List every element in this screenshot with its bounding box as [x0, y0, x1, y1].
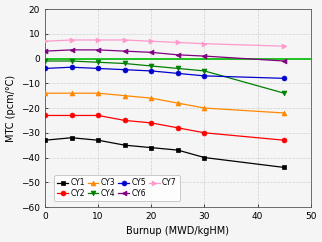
CY2: [123, 119, 127, 122]
CY2: [176, 126, 180, 129]
CY1: [282, 166, 286, 169]
CY4: [70, 60, 73, 62]
CY1: [70, 136, 73, 139]
CY5: [70, 66, 73, 69]
CY1: [176, 149, 180, 151]
Line: CY7: CY7: [43, 38, 287, 49]
CY1: [203, 156, 206, 159]
CY1: [96, 139, 100, 142]
Line: CY1: CY1: [43, 135, 287, 170]
CY4: [149, 65, 153, 68]
Line: CY4: CY4: [43, 59, 287, 96]
CY4: [203, 69, 206, 72]
CY1: [43, 139, 47, 142]
CY4: [123, 62, 127, 65]
CY4: [282, 92, 286, 95]
CY3: [282, 112, 286, 114]
Line: CY2: CY2: [43, 113, 287, 143]
CY7: [149, 40, 153, 43]
Line: CY6: CY6: [43, 47, 287, 63]
CY3: [96, 92, 100, 95]
CY4: [43, 60, 47, 62]
CY4: [96, 61, 100, 64]
CY2: [203, 131, 206, 134]
CY7: [70, 38, 73, 41]
CY7: [176, 41, 180, 44]
CY5: [203, 75, 206, 77]
CY3: [149, 97, 153, 100]
CY1: [123, 144, 127, 147]
CY3: [176, 102, 180, 105]
CY2: [96, 114, 100, 117]
CY4: [176, 67, 180, 70]
CY2: [43, 114, 47, 117]
CY7: [282, 45, 286, 48]
CY3: [70, 92, 73, 95]
CY6: [176, 53, 180, 56]
CY6: [149, 51, 153, 54]
CY6: [282, 60, 286, 62]
CY7: [96, 38, 100, 41]
CY6: [43, 50, 47, 53]
CY7: [203, 42, 206, 45]
CY2: [70, 114, 73, 117]
CY5: [123, 68, 127, 71]
Line: CY5: CY5: [43, 65, 287, 81]
CY3: [43, 92, 47, 95]
CY7: [123, 38, 127, 41]
CY3: [123, 94, 127, 97]
CY2: [282, 139, 286, 142]
CY5: [43, 67, 47, 70]
CY1: [149, 146, 153, 149]
CY5: [96, 67, 100, 70]
CY3: [203, 106, 206, 109]
CY7: [43, 40, 47, 43]
Legend: CY1, CY2, CY3, CY4, CY5, CY6, CY7: CY1, CY2, CY3, CY4, CY5, CY6, CY7: [54, 175, 180, 201]
CY6: [123, 50, 127, 53]
CY6: [70, 48, 73, 51]
CY5: [149, 69, 153, 72]
CY5: [282, 77, 286, 80]
CY5: [176, 72, 180, 75]
CY2: [149, 121, 153, 124]
CY6: [203, 55, 206, 58]
Y-axis label: MTC (pcm/°C): MTC (pcm/°C): [5, 75, 15, 142]
X-axis label: Burnup (MWD/kgHM): Burnup (MWD/kgHM): [126, 227, 229, 236]
CY6: [96, 48, 100, 51]
Line: CY3: CY3: [43, 91, 287, 115]
